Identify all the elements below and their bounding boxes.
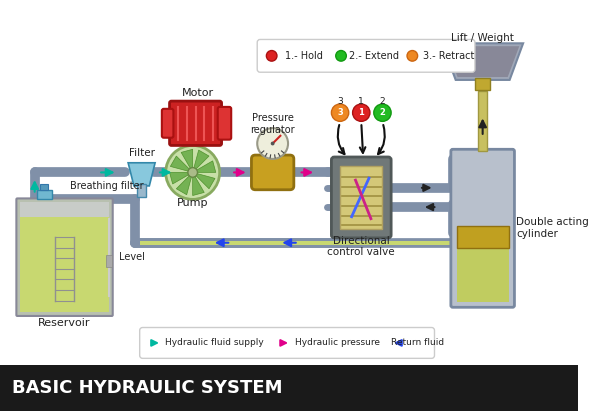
FancyBboxPatch shape [331,157,391,238]
Bar [20,216,109,312]
Polygon shape [170,172,193,184]
Bar [475,78,490,90]
Text: 1.- Hold: 1.- Hold [286,51,323,61]
Text: Pressure
regulator: Pressure regulator [250,114,295,135]
Bar [40,184,48,190]
Bar [457,226,509,248]
Bar [106,255,112,267]
Polygon shape [128,163,155,186]
Text: 3: 3 [337,108,343,117]
Bar [0,365,578,411]
FancyBboxPatch shape [251,155,294,190]
Text: Hydraulic fluid supply: Hydraulic fluid supply [166,339,264,347]
Text: 1: 1 [358,108,364,117]
Polygon shape [181,149,193,172]
Circle shape [336,51,346,61]
Circle shape [374,104,391,122]
Text: 1: 1 [358,97,364,106]
Circle shape [257,128,288,159]
FancyBboxPatch shape [218,107,231,140]
Polygon shape [170,156,193,172]
Text: Filter: Filter [128,148,155,158]
Text: Motor: Motor [181,88,214,98]
Text: Pump: Pump [177,198,208,208]
Circle shape [353,104,370,122]
FancyBboxPatch shape [170,101,221,145]
Text: 2: 2 [380,97,385,106]
Text: 2: 2 [380,108,385,117]
Text: 3.- Retract: 3.- Retract [423,51,475,61]
FancyBboxPatch shape [16,199,113,316]
Text: Directional
control valve: Directional control valve [328,236,395,257]
Polygon shape [193,172,215,189]
Circle shape [331,104,349,122]
Polygon shape [193,161,216,172]
Circle shape [166,145,220,199]
Bar [37,190,52,199]
Text: Lift / Weight: Lift / Weight [451,34,514,44]
Bar [478,91,487,151]
FancyBboxPatch shape [257,39,475,72]
Text: Level: Level [119,252,145,262]
Text: Reservoir: Reservoir [38,318,91,328]
Bar [140,241,450,245]
Bar [137,184,146,197]
Polygon shape [442,43,523,80]
Bar [457,242,509,302]
Circle shape [407,51,418,61]
FancyBboxPatch shape [162,109,173,138]
Text: Hydraulic pressure: Hydraulic pressure [295,339,380,347]
Polygon shape [193,150,209,172]
Circle shape [271,142,275,145]
Text: Return fluid: Return fluid [391,339,444,347]
Circle shape [188,168,197,177]
Polygon shape [176,172,193,195]
Polygon shape [446,46,519,77]
Bar [20,202,109,217]
Bar [340,166,382,229]
Text: Double acting
cylinder: Double acting cylinder [517,217,589,239]
Text: 2.- Extend: 2.- Extend [349,51,399,61]
Circle shape [266,51,277,61]
Polygon shape [193,172,204,196]
FancyBboxPatch shape [451,149,514,307]
FancyBboxPatch shape [140,328,434,358]
Text: Breathing filter: Breathing filter [70,181,144,191]
Text: BASIC HYDRAULIC SYSTEM: BASIC HYDRAULIC SYSTEM [11,379,282,397]
Text: 3: 3 [337,97,343,106]
